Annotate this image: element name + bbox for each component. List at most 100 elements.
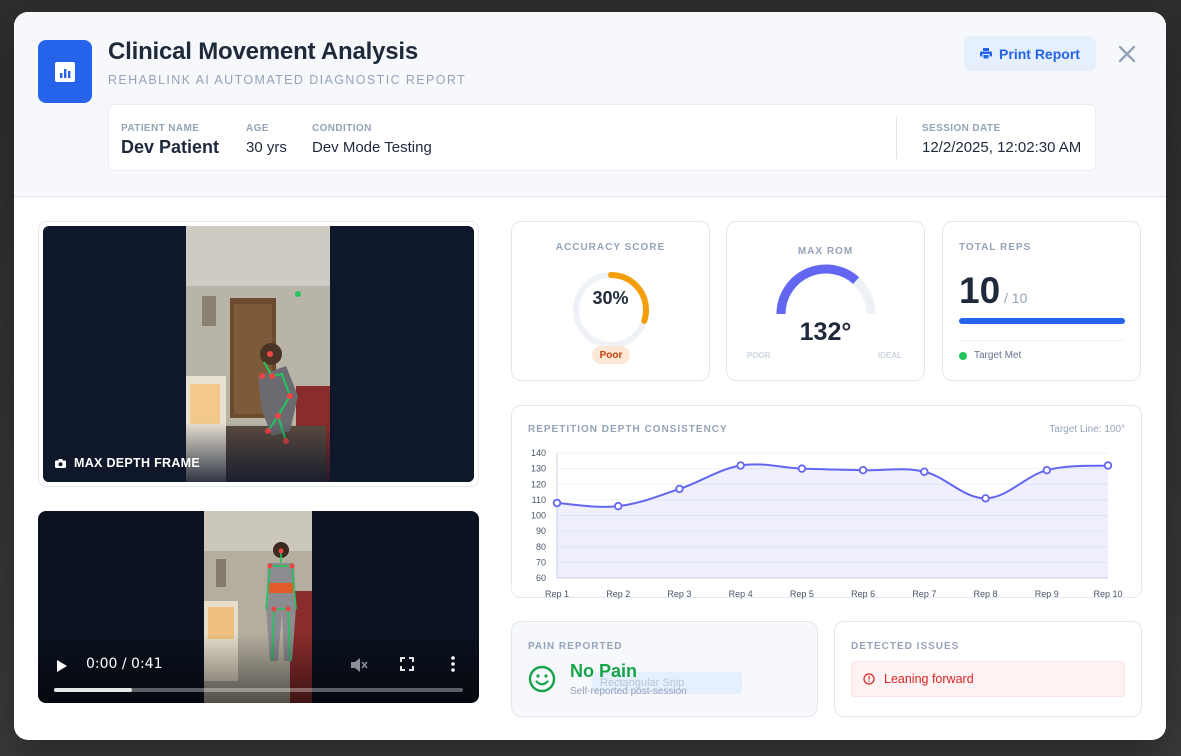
chart-y-tick-label: 60 <box>536 573 546 583</box>
rom-gauge <box>776 264 876 315</box>
patient-info-card: Patient Name Dev Patient Age 30 yrs Cond… <box>108 104 1096 171</box>
pain-reported-title: Pain Reported <box>528 641 623 652</box>
chart-x-tick-label: Rep 4 <box>729 589 753 599</box>
bar-chart-icon <box>38 40 92 103</box>
chart-x-tick-label: Rep 1 <box>545 589 569 599</box>
chart-x-tick-label: Rep 3 <box>667 589 691 599</box>
chart-data-point <box>981 494 990 503</box>
patient-condition-label: Condition <box>312 123 372 134</box>
patient-card-divider <box>896 117 897 159</box>
more-options-icon[interactable] <box>450 655 456 673</box>
status-dot-icon <box>959 351 967 360</box>
page-title: Clinical Movement Analysis <box>108 38 419 65</box>
session-date-field: Session Date 12/2/2025, 12:02:30 AM <box>922 123 1081 156</box>
issue-item-label: Leaning forward <box>884 672 974 686</box>
total-reps-value: 10 <box>959 270 1001 311</box>
report-modal: Clinical Movement Analysis RehabLink AI … <box>14 12 1166 740</box>
chart-series-line <box>556 463 1109 508</box>
chart-x-tick-label: Rep 9 <box>1035 589 1059 599</box>
chart-data-point <box>1042 465 1051 475</box>
reps-status: Target Met <box>959 350 1021 361</box>
patient-name-label: Patient Name <box>121 123 200 134</box>
chart-x-tick-label: Rep 8 <box>974 589 998 599</box>
accuracy-ring <box>573 272 649 348</box>
patient-name-field: Patient Name Dev Patient <box>121 123 219 158</box>
total-reps-title: Total Reps <box>959 242 1032 253</box>
patient-condition-value: Dev Mode Testing <box>312 139 432 156</box>
rom-poor-label: POOR <box>747 351 771 360</box>
accuracy-score-title: Accuracy Score <box>555 242 666 253</box>
max-depth-frame-card: MAX DEPTH FRAME <box>38 221 479 487</box>
video-controls: 0:00 / 0:41 <box>38 633 479 703</box>
video-buffered-bar <box>54 688 132 692</box>
chart-data-point <box>1103 461 1113 470</box>
print-report-button[interactable]: Print Report <box>964 36 1096 71</box>
session-date-label: Session Date <box>922 123 1001 134</box>
close-button[interactable] <box>1112 39 1142 69</box>
issue-item: Leaning forward <box>851 661 1125 697</box>
snip-overlay-ghost: Rectangular Snip <box>592 672 742 694</box>
total-reps-card: Total Reps 10 / 10 Target Met <box>942 221 1141 381</box>
close-icon <box>1118 45 1136 63</box>
print-report-label: Print Report <box>999 45 1080 62</box>
chart-title: Repetition Depth Consistency <box>528 424 728 435</box>
chart-y-tick-label: 80 <box>536 542 546 552</box>
chart-y-tick-label: 90 <box>536 526 546 536</box>
chart-y-tick-label: 120 <box>531 479 546 489</box>
chart-x-tick-label: Rep 6 <box>851 589 875 599</box>
max-rom-card: Max ROM 132° POOR IDEAL <box>726 221 925 381</box>
frame-caption: MAX DEPTH FRAME <box>55 456 200 470</box>
reps-status-label: Target Met <box>974 350 1022 361</box>
chart-y-tick-label: 70 <box>536 557 546 567</box>
detected-issues-title: Detected Issues <box>851 641 960 652</box>
chart-data-point <box>614 501 623 511</box>
printer-icon <box>980 48 993 59</box>
video-progress-track[interactable] <box>54 688 463 692</box>
chart-data-point <box>675 484 684 494</box>
reps-divider <box>959 340 1125 341</box>
frame-caption-shade <box>43 422 474 482</box>
detected-issues-card: Detected Issues Leaning forward <box>834 621 1142 717</box>
chart-x-tick-label: Rep 2 <box>606 589 630 599</box>
chart-data-point <box>736 461 745 470</box>
session-video-player[interactable]: 0:00 / 0:41 <box>38 511 479 703</box>
frame-caption-label: MAX DEPTH FRAME <box>74 456 201 470</box>
max-rom-value: 132° <box>799 318 852 346</box>
depth-consistency-chart-card: Repetition Depth Consistency Target Line… <box>511 405 1142 599</box>
chart-y-tick-label: 130 <box>531 464 546 474</box>
chart-data-point <box>920 467 929 476</box>
chart-data-point <box>858 465 868 475</box>
camera-icon <box>55 458 66 468</box>
accuracy-status-badge: Poor <box>592 346 630 364</box>
patient-name-value: Dev Patient <box>121 137 220 157</box>
chart-x-tick-label: Rep 7 <box>912 589 936 599</box>
patient-age-field: Age 30 yrs <box>246 123 287 156</box>
pain-reported-card: Pain Reported Rectangular Snip No Pain S… <box>511 621 818 717</box>
patient-condition-field: Condition Dev Mode Testing <box>312 123 432 156</box>
chart-target-label: Target Line: 100° <box>1049 424 1125 435</box>
report-header: Clinical Movement Analysis RehabLink AI … <box>14 12 1166 197</box>
chart-area-fill <box>557 464 1108 578</box>
rom-gauge-fill <box>776 264 860 315</box>
volume-muted-icon[interactable] <box>350 657 368 673</box>
reps-progress-fill <box>959 318 1125 324</box>
fullscreen-icon[interactable] <box>400 657 414 671</box>
play-icon[interactable] <box>56 659 68 673</box>
chart-x-tick-label: Rep 10 <box>1093 589 1122 599</box>
pain-subtext: Self-reported post-session <box>570 686 687 697</box>
video-time: 0:00 / 0:41 <box>86 656 163 672</box>
chart-y-tick-label: 100 <box>531 511 546 521</box>
patient-age-label: Age <box>246 123 269 134</box>
accuracy-score-card: Accuracy Score 30% Poor <box>511 221 710 381</box>
patient-age-value: 30 yrs <box>246 139 287 156</box>
chart-data-point <box>797 464 807 473</box>
max-rom-title: Max ROM <box>797 246 854 257</box>
accuracy-score-value: 30% <box>592 288 629 308</box>
reps-progress-bar <box>959 318 1125 324</box>
chart-y-tick-label: 110 <box>532 495 546 505</box>
accuracy-ring-fill <box>573 272 649 348</box>
page-subtitle: RehabLink AI Automated Diagnostic Report <box>108 73 467 87</box>
max-depth-frame: MAX DEPTH FRAME <box>43 226 474 482</box>
pain-value: No Pain <box>570 661 638 681</box>
chart-data-point <box>552 498 562 508</box>
